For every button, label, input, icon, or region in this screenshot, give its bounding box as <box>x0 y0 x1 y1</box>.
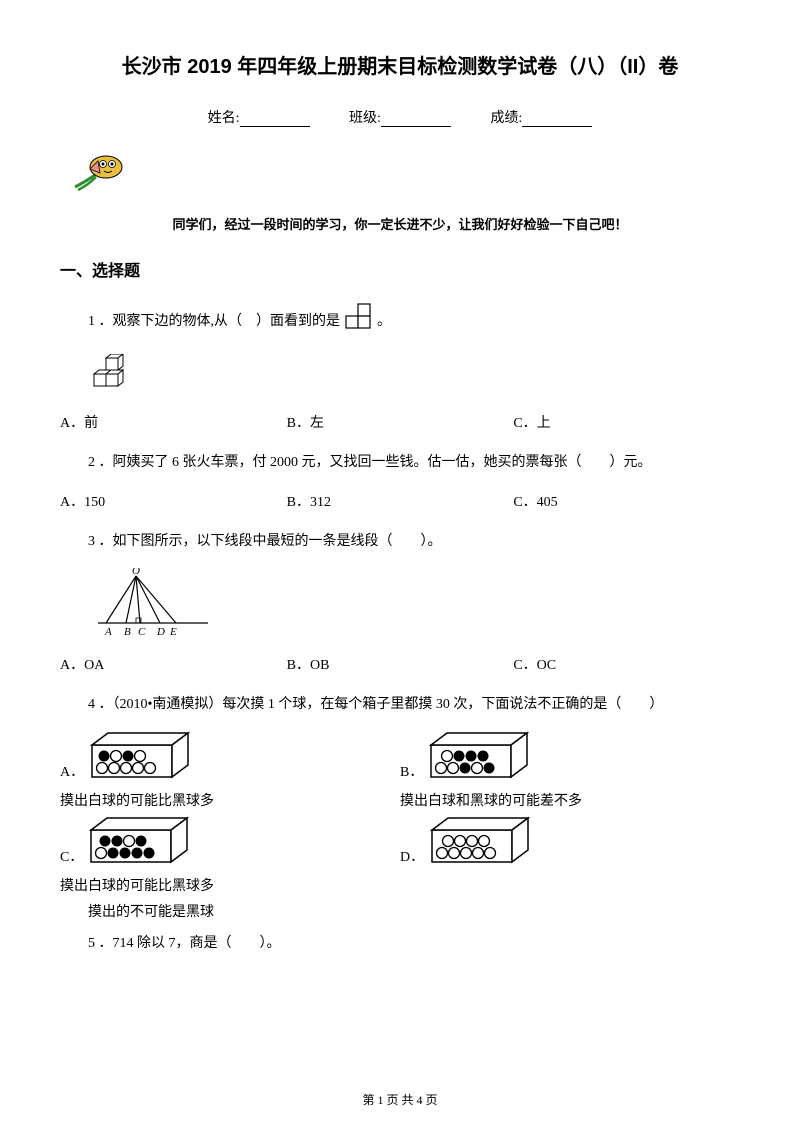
question-2: 2 ．阿姨买了 6 张火车票，付 2000 元，又找回一些钱。估一估，她买的票每… <box>60 450 740 475</box>
svg-text:C: C <box>138 626 146 638</box>
page-title: 长沙市 2019 年四年级上册期末目标检测数学试卷（八）（II）卷 <box>60 50 740 79</box>
q3-options: A．OA B．OB C．OC <box>60 653 740 678</box>
q4-desc-a: 摸出白球的可能比黑球多 <box>60 790 400 810</box>
q3-opt-b: B．OB <box>287 653 514 678</box>
student-fields: 姓名: 班级: 成绩: <box>60 107 740 127</box>
q3-opt-a: A．OA <box>60 653 287 678</box>
q4-letter-b: B． <box>400 766 423 786</box>
q4-box-b <box>427 731 537 786</box>
question-5: 5 ．714 除以 7，商是（ ）。 <box>60 931 740 956</box>
pencil-mascot <box>70 147 740 202</box>
two-square-icon <box>344 303 374 340</box>
score-blank[interactable] <box>522 113 592 127</box>
question-4: 4 ．（2010•南通模拟）每次摸 1 个球，在每个箱子里都摸 30 次，下面说… <box>60 692 740 717</box>
q3-figure: O A B C D E <box>88 568 740 643</box>
q2-options: A．150 B．312 C．405 <box>60 490 740 515</box>
class-blank[interactable] <box>381 113 451 127</box>
page-footer: 第 1 页 共 4 页 <box>0 1091 800 1108</box>
q4-box-c <box>87 816 197 871</box>
score-label: 成绩: <box>490 111 522 126</box>
q4-box-d <box>428 816 538 871</box>
svg-text:A: A <box>104 626 112 638</box>
q1-opt-a: A．前 <box>60 411 287 436</box>
encouragement-text: 同学们，经过一段时间的学习，你一定长进不少，让我们好好检验一下自己吧！ <box>60 214 740 233</box>
q4-letter-a: A． <box>60 766 84 786</box>
q3-opt-c: C．OC <box>513 653 740 678</box>
name-label: 姓名: <box>208 111 240 126</box>
class-label: 班级: <box>349 111 381 126</box>
q2-opt-b: B．312 <box>287 490 514 515</box>
q1-opt-c: C．上 <box>513 411 740 436</box>
q1-opt-b: B．左 <box>287 411 514 436</box>
q1-options: A．前 B．左 C．上 <box>60 411 740 436</box>
q4-letter-c: C． <box>60 851 83 871</box>
q1-cubes-figure <box>88 354 740 401</box>
q4-desc-b: 摸出白球和黑球的可能差不多 <box>400 790 740 810</box>
q1-text-b: ）面看到的是 <box>256 314 340 329</box>
svg-text:O: O <box>132 568 140 577</box>
question-1: 1 ．观察下边的物体,从（ ）面看到的是 。 <box>60 303 740 340</box>
name-blank[interactable] <box>240 113 310 127</box>
svg-text:E: E <box>169 626 177 638</box>
q1-text-c: 。 <box>377 314 391 329</box>
q4-desc-c: 摸出白球的可能比黑球多 <box>60 875 400 895</box>
q4-box-a <box>88 731 198 786</box>
q2-opt-a: A．150 <box>60 490 287 515</box>
section-1-header: 一、选择题 <box>60 257 740 281</box>
q2-opt-c: C．405 <box>513 490 740 515</box>
q4-letter-d: D． <box>400 851 424 871</box>
q1-text-a: 1 ．观察下边的物体,从（ <box>88 314 242 329</box>
q4-desc-d: 摸出的不可能是黑球 <box>88 901 740 921</box>
q4-options: A． <box>60 731 740 921</box>
question-3: 3 ．如下图所示，以下线段中最短的一条是线段（ ）。 <box>60 529 740 554</box>
svg-text:D: D <box>156 626 165 638</box>
svg-text:B: B <box>124 626 131 638</box>
